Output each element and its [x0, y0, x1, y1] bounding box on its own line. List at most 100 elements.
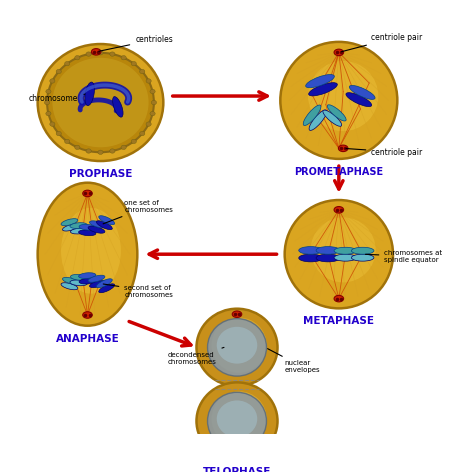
- Ellipse shape: [90, 221, 106, 228]
- Text: nuclear
envelopes: nuclear envelopes: [268, 349, 320, 373]
- Ellipse shape: [37, 44, 164, 161]
- Ellipse shape: [75, 145, 80, 150]
- Ellipse shape: [121, 145, 126, 150]
- Ellipse shape: [61, 219, 78, 226]
- Ellipse shape: [71, 275, 88, 280]
- Ellipse shape: [86, 149, 91, 153]
- Ellipse shape: [45, 101, 50, 105]
- Ellipse shape: [56, 69, 61, 74]
- Ellipse shape: [334, 49, 344, 56]
- Ellipse shape: [70, 223, 87, 228]
- Ellipse shape: [316, 246, 340, 254]
- Ellipse shape: [71, 228, 88, 234]
- Ellipse shape: [131, 61, 137, 66]
- Ellipse shape: [83, 312, 92, 318]
- Text: one set of
chromosomes: one set of chromosomes: [103, 200, 173, 224]
- Ellipse shape: [334, 207, 344, 213]
- Ellipse shape: [64, 139, 70, 143]
- Ellipse shape: [217, 327, 257, 363]
- Ellipse shape: [79, 278, 96, 284]
- Ellipse shape: [310, 218, 376, 282]
- Ellipse shape: [85, 82, 94, 106]
- Ellipse shape: [64, 61, 70, 66]
- Ellipse shape: [308, 61, 378, 131]
- Ellipse shape: [280, 42, 397, 159]
- Ellipse shape: [316, 254, 340, 262]
- Ellipse shape: [56, 131, 61, 136]
- Ellipse shape: [140, 69, 145, 74]
- Text: centrioles: centrioles: [99, 35, 173, 51]
- Ellipse shape: [146, 79, 151, 83]
- Ellipse shape: [208, 392, 266, 450]
- Ellipse shape: [150, 111, 155, 116]
- Ellipse shape: [46, 111, 51, 116]
- Ellipse shape: [351, 247, 374, 254]
- Ellipse shape: [309, 83, 337, 96]
- Ellipse shape: [79, 230, 96, 236]
- Ellipse shape: [63, 278, 79, 285]
- Ellipse shape: [150, 89, 155, 93]
- Ellipse shape: [285, 200, 393, 308]
- Text: chromosomes at
spindle equator: chromosomes at spindle equator: [365, 250, 442, 263]
- Ellipse shape: [146, 122, 151, 126]
- Ellipse shape: [75, 56, 80, 60]
- Ellipse shape: [334, 254, 356, 261]
- Text: centriole pair: centriole pair: [342, 33, 423, 52]
- Ellipse shape: [90, 280, 106, 287]
- Ellipse shape: [323, 110, 342, 126]
- Ellipse shape: [299, 254, 323, 262]
- Text: PROPHASE: PROPHASE: [69, 169, 132, 179]
- Ellipse shape: [208, 319, 266, 376]
- Ellipse shape: [232, 311, 242, 318]
- Ellipse shape: [61, 283, 78, 290]
- Ellipse shape: [113, 97, 123, 117]
- Ellipse shape: [96, 279, 112, 287]
- Ellipse shape: [91, 49, 101, 55]
- Ellipse shape: [131, 139, 137, 143]
- Ellipse shape: [346, 93, 372, 107]
- Ellipse shape: [110, 52, 115, 56]
- Text: METAPHASE: METAPHASE: [303, 316, 374, 326]
- Text: TELOPHASE: TELOPHASE: [203, 466, 271, 472]
- Ellipse shape: [334, 295, 344, 302]
- Ellipse shape: [121, 56, 126, 60]
- Ellipse shape: [99, 284, 115, 293]
- Ellipse shape: [211, 318, 267, 373]
- Ellipse shape: [88, 226, 105, 233]
- Ellipse shape: [98, 51, 103, 55]
- Ellipse shape: [110, 149, 115, 153]
- Text: centriole pair: centriole pair: [346, 148, 423, 157]
- Ellipse shape: [96, 221, 112, 230]
- Ellipse shape: [50, 79, 55, 83]
- Ellipse shape: [303, 105, 321, 126]
- Ellipse shape: [197, 309, 277, 386]
- Ellipse shape: [98, 150, 103, 154]
- Ellipse shape: [79, 273, 96, 278]
- Ellipse shape: [79, 224, 96, 230]
- Ellipse shape: [83, 190, 92, 197]
- Ellipse shape: [211, 391, 267, 447]
- Ellipse shape: [351, 254, 374, 261]
- Ellipse shape: [151, 101, 156, 105]
- Ellipse shape: [197, 382, 277, 460]
- Ellipse shape: [88, 275, 105, 282]
- Ellipse shape: [338, 145, 348, 152]
- Ellipse shape: [47, 53, 154, 152]
- Ellipse shape: [46, 89, 51, 93]
- Ellipse shape: [328, 105, 346, 121]
- Text: PROMETAPHASE: PROMETAPHASE: [294, 167, 383, 177]
- Ellipse shape: [232, 451, 242, 457]
- Text: decondensed
chromosomes: decondensed chromosomes: [168, 347, 224, 365]
- Text: chromosome: chromosome: [29, 94, 85, 103]
- Ellipse shape: [61, 57, 149, 139]
- Text: second set of
chromosomes: second set of chromosomes: [103, 284, 173, 297]
- Ellipse shape: [217, 400, 257, 437]
- Ellipse shape: [349, 85, 375, 100]
- Ellipse shape: [70, 280, 87, 286]
- Ellipse shape: [99, 216, 115, 225]
- Ellipse shape: [61, 208, 121, 294]
- Ellipse shape: [86, 52, 91, 56]
- Text: ANAPHASE: ANAPHASE: [55, 334, 119, 344]
- Ellipse shape: [37, 183, 137, 326]
- Ellipse shape: [53, 58, 148, 147]
